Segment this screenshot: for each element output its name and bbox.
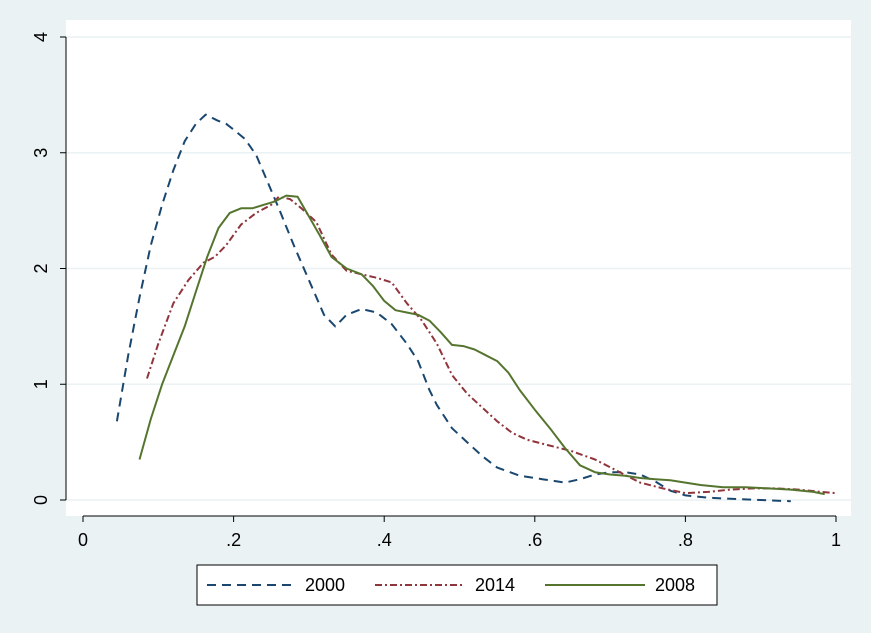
- x-tick-label-5: 1: [831, 530, 841, 550]
- legend-label-2008: 2008: [655, 575, 695, 595]
- legend: 2000 2014 2008: [196, 564, 718, 606]
- y-tick-label-2: 2: [31, 263, 51, 273]
- y-tick-label-1: 1: [31, 379, 51, 389]
- y-tick-label-0: 0: [31, 495, 51, 505]
- legend-label-2014: 2014: [475, 575, 515, 595]
- x-tick-label-2: .4: [377, 530, 392, 550]
- x-tick-label-0: 0: [78, 530, 88, 550]
- axes-layer: 0 1 2 3 4 0 .2 .4 .6 .8 1: [31, 32, 841, 550]
- y-tick-label-4: 4: [31, 32, 51, 42]
- x-tick-label-1: .2: [226, 530, 241, 550]
- legend-label-2000: 2000: [305, 575, 345, 595]
- grid-layer: [66, 36, 851, 501]
- series-line-2014: [146, 195, 837, 495]
- series-line-2000: [115, 113, 791, 503]
- y-tick-label-3: 3: [31, 148, 51, 158]
- x-tick-label-4: .8: [678, 530, 693, 550]
- x-tick-label-3: .6: [527, 530, 542, 550]
- series-line-2008: [138, 194, 825, 496]
- series-layer: [115, 113, 837, 503]
